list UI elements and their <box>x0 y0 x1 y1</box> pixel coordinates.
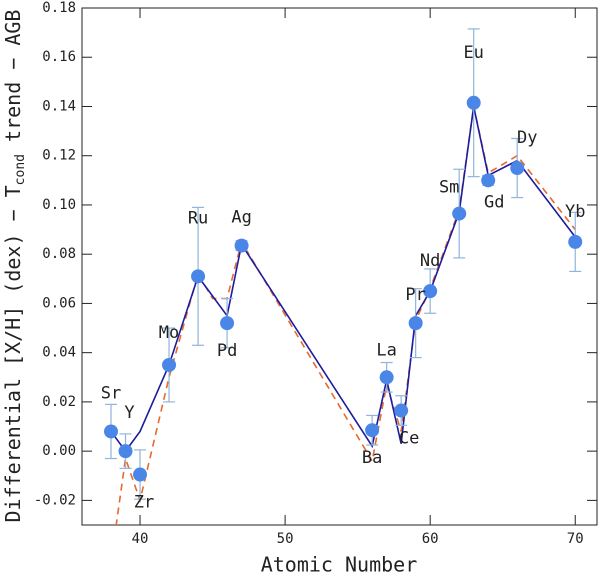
data-point <box>365 423 380 438</box>
y-tick-label: 0.14 <box>42 98 76 114</box>
data-point <box>466 95 481 110</box>
element-label: Sr <box>101 383 121 403</box>
data-point <box>481 173 496 188</box>
data-point <box>510 161 525 176</box>
element-label: Yb <box>565 202 585 222</box>
data-point <box>104 424 119 439</box>
data-point <box>568 234 583 249</box>
y-tick-label: 0.04 <box>42 345 76 361</box>
y-label-sub: cond <box>13 154 28 185</box>
data-point <box>423 284 438 299</box>
x-tick-label: 40 <box>132 531 149 547</box>
x-axis-label: Atomic Number <box>261 553 418 577</box>
element-label: Pr <box>405 285 425 305</box>
data-point <box>118 444 133 459</box>
plot-frame <box>81 7 598 526</box>
element-label: Ba <box>362 448 382 468</box>
element-label: Sm <box>439 178 459 198</box>
plot-area <box>104 28 583 525</box>
element-label: La <box>376 340 396 360</box>
element-label: Ce <box>399 429 419 449</box>
data-point <box>234 238 249 253</box>
element-label: Ru <box>188 208 208 228</box>
x-tick-label: 50 <box>277 531 294 547</box>
data-point <box>408 316 423 331</box>
y-tick-label: 0.12 <box>42 148 76 164</box>
y-tick-label: 0.06 <box>42 295 76 311</box>
y-tick-label: 0.16 <box>42 49 76 65</box>
y-tick-label: 0.18 <box>42 0 76 16</box>
data-point <box>452 206 467 221</box>
trend-line <box>110 106 576 453</box>
y-axis-label: Differential [X/H] (dex) − Tcond trend −… <box>1 10 28 523</box>
element-label: Nd <box>420 251 440 271</box>
element-label: Gd <box>484 192 504 212</box>
trend-line <box>115 106 576 525</box>
data-point <box>220 316 235 331</box>
element-label: Y <box>124 403 134 423</box>
y-tick-label: -0.02 <box>34 492 76 508</box>
element-label: Eu <box>463 43 483 63</box>
y-tick-label: 0.02 <box>42 394 76 410</box>
element-label: Pd <box>217 341 237 361</box>
data-point <box>162 357 177 372</box>
element-label: Ag <box>231 208 251 228</box>
data-point <box>394 403 409 418</box>
y-label-end: trend − AGB <box>1 10 25 155</box>
data-point <box>133 467 148 482</box>
data-point <box>379 370 394 385</box>
y-tick-label: 0.08 <box>42 246 76 262</box>
element-label: Dy <box>517 128 537 148</box>
y-tick-label: 0.00 <box>42 443 76 459</box>
y-label-main: Differential [X/H] (dex) − T <box>1 185 25 522</box>
element-label: Mo <box>159 323 179 343</box>
data-point <box>191 269 206 284</box>
x-tick-label: 60 <box>422 531 439 547</box>
x-tick-label: 70 <box>567 531 584 547</box>
y-tick-label: 0.10 <box>42 197 76 213</box>
element-label: Zr <box>134 493 154 513</box>
